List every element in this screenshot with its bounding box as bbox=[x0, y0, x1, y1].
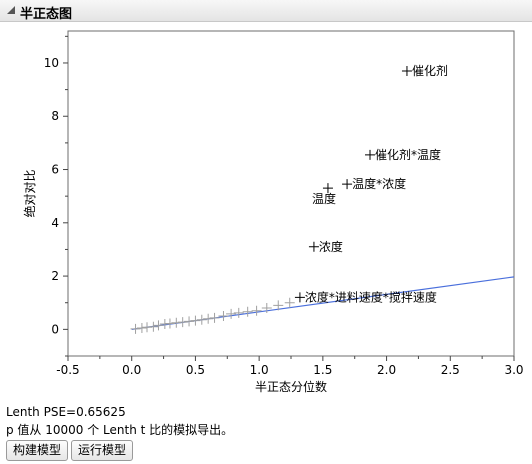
data-point-marker bbox=[196, 314, 207, 325]
data-point-marker bbox=[251, 305, 262, 316]
x-axis-title: 半正态分位数 bbox=[255, 379, 327, 394]
point-label: 催化剂 bbox=[412, 63, 448, 78]
y-tick-label: 4 bbox=[51, 216, 59, 230]
data-point-marker bbox=[136, 323, 147, 334]
data-point-marker bbox=[159, 319, 170, 330]
labeled-point-marker bbox=[365, 149, 376, 160]
data-point-marker bbox=[148, 321, 159, 332]
data-point-marker bbox=[261, 303, 272, 314]
labeled-point-marker bbox=[294, 292, 305, 303]
x-tick-label: 3.0 bbox=[504, 363, 523, 377]
data-point-marker bbox=[218, 311, 229, 322]
data-point-marker bbox=[153, 320, 164, 331]
y-axis-title: 绝对对比 bbox=[22, 169, 37, 217]
labeled-point-marker bbox=[308, 241, 319, 252]
disclosure-triangle-icon[interactable] bbox=[5, 4, 17, 16]
data-point-marker bbox=[142, 322, 153, 333]
data-point-marker bbox=[130, 323, 141, 334]
point-label: 催化剂*温度 bbox=[375, 147, 441, 162]
data-point-marker bbox=[226, 308, 237, 319]
build-model-button[interactable]: 构建模型 bbox=[6, 440, 69, 461]
data-point-marker bbox=[233, 307, 244, 318]
x-tick-label: 1.5 bbox=[313, 363, 332, 377]
data-point-marker bbox=[203, 313, 214, 324]
plot-frame bbox=[67, 30, 515, 357]
data-point-marker bbox=[171, 317, 182, 328]
labeled-point-marker bbox=[342, 179, 353, 190]
data-point-marker bbox=[164, 318, 175, 329]
pvalue-note-text: p 值从 10000 个 Lenth t 比的模拟导出。 bbox=[6, 423, 234, 437]
y-tick-label: 10 bbox=[44, 56, 59, 70]
lenth-pse-text: Lenth PSE=0.65625 bbox=[6, 405, 126, 419]
y-tick-label: 2 bbox=[51, 269, 59, 283]
point-label: 浓度*进料速度*搅拌速度 bbox=[305, 289, 437, 304]
data-point-marker bbox=[209, 312, 220, 323]
x-tick-label: 1.0 bbox=[250, 363, 269, 377]
x-tick-label: 2.0 bbox=[377, 363, 396, 377]
point-label: 温度*浓度 bbox=[352, 176, 406, 191]
data-point-marker bbox=[177, 317, 188, 328]
data-point-marker bbox=[273, 300, 284, 311]
data-point-marker bbox=[190, 315, 201, 326]
panel-title: 半正态图 bbox=[20, 7, 73, 22]
run-model-button[interactable]: 运行模型 bbox=[71, 440, 134, 461]
panel-header: 半正态图 bbox=[0, 0, 532, 22]
y-tick-label: 0 bbox=[51, 322, 59, 336]
x-tick-label: -0.5 bbox=[56, 363, 79, 377]
point-label: 温度 bbox=[312, 191, 336, 206]
half-normal-plot: -0.5 0.0 0.5 1.0 1.5 2.0 2.5 3.0 0 2 4 6 8 10 半正态分位数 绝对… bbox=[22, 30, 524, 394]
x-tick-label: 2.5 bbox=[441, 363, 460, 377]
labeled-point-marker bbox=[322, 183, 333, 194]
y-tick-label: 8 bbox=[51, 109, 59, 123]
x-tick-label: 0.5 bbox=[186, 363, 205, 377]
point-label: 浓度 bbox=[319, 239, 343, 254]
data-point-marker bbox=[184, 316, 195, 327]
labeled-point-marker bbox=[401, 65, 412, 76]
y-tick-label: 6 bbox=[51, 163, 59, 177]
data-point-marker bbox=[284, 297, 295, 308]
data-point-marker bbox=[242, 306, 253, 317]
x-tick-label: 0.0 bbox=[122, 363, 141, 377]
